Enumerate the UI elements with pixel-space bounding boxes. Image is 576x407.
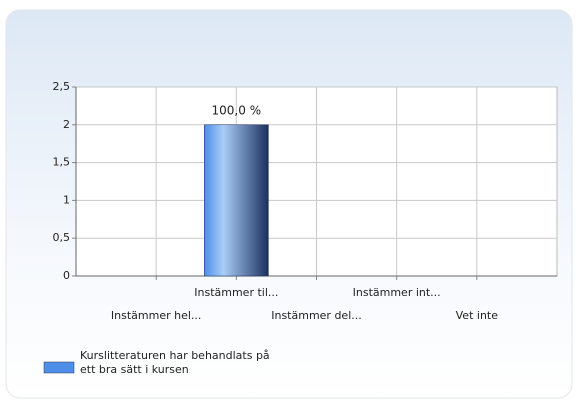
y-tick-label: 0 <box>63 269 70 282</box>
x-tick-label: Instämmer del... <box>271 309 362 322</box>
y-tick-label: 2 <box>63 118 70 131</box>
legend-swatch <box>43 361 75 374</box>
legend-label: Kurslitteraturen har behandlats på ett b… <box>80 349 270 376</box>
bar <box>204 124 269 277</box>
x-tick-label: Instämmer til... <box>194 286 278 299</box>
y-tick-label: 0,5 <box>53 231 71 244</box>
x-tick-label: Instämmer int... <box>353 286 441 299</box>
x-tick-label: Vet inte <box>456 309 499 322</box>
x-tick-label: Instämmer hel... <box>111 309 202 322</box>
y-tick-label: 1,5 <box>53 156 71 169</box>
y-tick-label: 1 <box>63 193 70 206</box>
data-label: 100,0 % <box>212 103 262 117</box>
y-tick-label: 2,5 <box>53 80 71 93</box>
